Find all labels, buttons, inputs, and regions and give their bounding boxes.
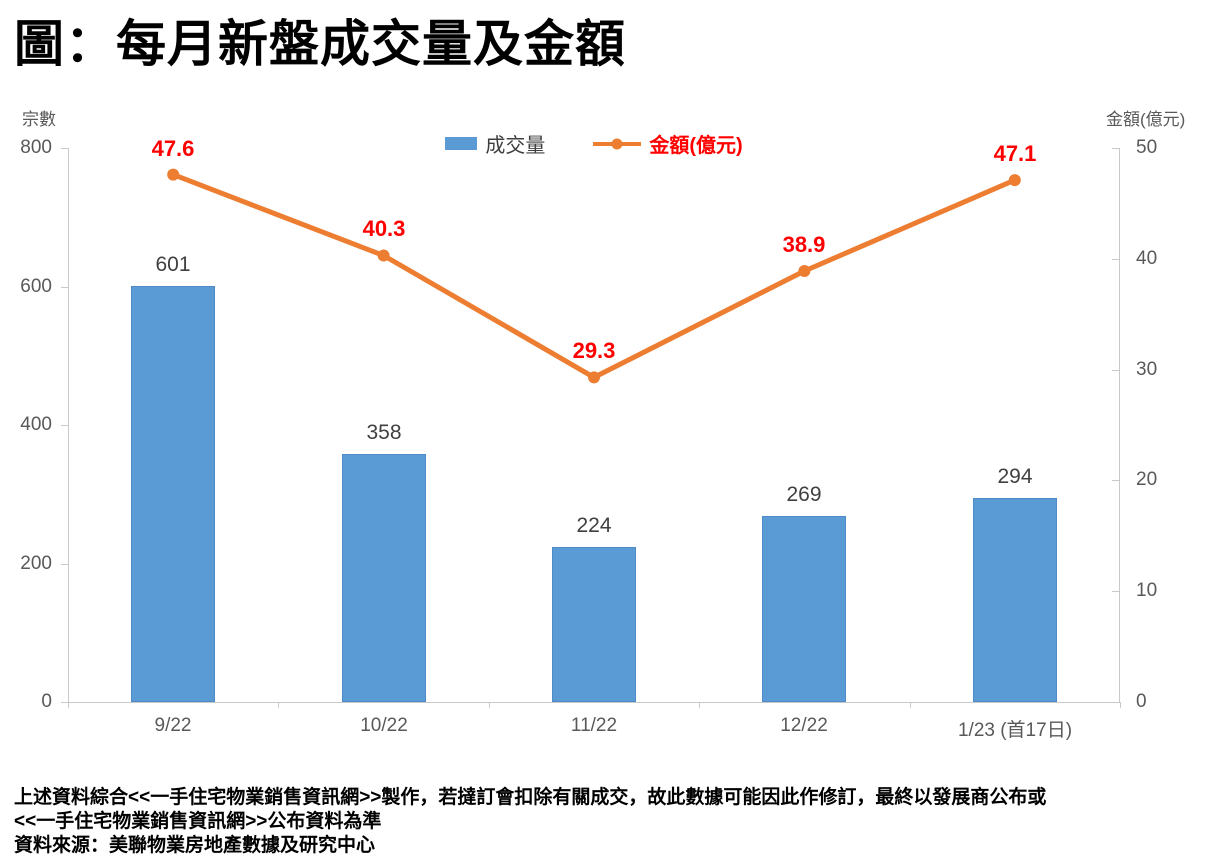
right-axis-tick-label: 50 bbox=[1136, 137, 1158, 158]
amount-line-series bbox=[167, 168, 1021, 384]
right-axis-tick-label: 40 bbox=[1136, 248, 1158, 269]
bar bbox=[762, 516, 846, 702]
left-axis-tick-label: 600 bbox=[20, 276, 52, 297]
footnote: 上述資料綜合<<一手住宅物業銷售資訊網>>製作，若撻訂會扣除有關成交，故此數據可… bbox=[14, 786, 1204, 858]
left-axis-tick-label: 0 bbox=[41, 691, 52, 712]
left-axis-tick bbox=[61, 425, 68, 426]
line-point-marker bbox=[377, 249, 390, 262]
bar bbox=[973, 498, 1057, 702]
x-axis-category-label: 10/22 bbox=[360, 715, 408, 736]
left-axis-line bbox=[68, 148, 69, 702]
x-axis-tick bbox=[699, 702, 700, 708]
bar bbox=[552, 547, 636, 702]
bar-value-label: 601 bbox=[155, 253, 191, 276]
left-axis-tick bbox=[61, 287, 68, 288]
footnote-line-1: 上述資料綜合<<一手住宅物業銷售資訊網>>製作，若撻訂會扣除有關成交，故此數據可… bbox=[14, 787, 1047, 808]
bar-value-label: 358 bbox=[366, 421, 402, 444]
right-axis-tick-label: 10 bbox=[1136, 580, 1158, 601]
left-axis-tick-label: 800 bbox=[20, 137, 52, 158]
right-axis-tick bbox=[1112, 702, 1120, 703]
x-axis-category-label: 12/22 bbox=[780, 715, 828, 736]
right-axis-tick-label: 0 bbox=[1136, 691, 1147, 712]
right-axis-tick bbox=[1112, 480, 1120, 481]
bar-value-label: 294 bbox=[997, 465, 1033, 488]
left-axis-tick bbox=[61, 702, 68, 703]
line-point-marker bbox=[167, 168, 180, 181]
x-axis-tick bbox=[1120, 702, 1121, 708]
right-axis-tick bbox=[1112, 370, 1120, 371]
left-axis-tick bbox=[61, 564, 68, 565]
footnote-line-2: <<一手住宅物業銷售資訊網>>公布資料為準 bbox=[14, 811, 382, 832]
bar-value-label: 269 bbox=[786, 483, 822, 506]
line-series-swatch-icon bbox=[593, 138, 642, 149]
x-axis-category-label: 9/22 bbox=[154, 715, 192, 736]
left-axis-tick-label: 400 bbox=[20, 414, 52, 435]
line-value-label: 40.3 bbox=[362, 216, 406, 241]
line-value-label: 29.3 bbox=[572, 338, 616, 363]
bar-value-label: 224 bbox=[576, 514, 612, 537]
x-axis-tick bbox=[910, 702, 911, 708]
line-point-marker bbox=[1008, 174, 1021, 187]
right-axis-tick-label: 20 bbox=[1136, 469, 1158, 490]
chart-plot-area: 601 9/22 358 10/22 224 11/22 269 12/22 294 1/23 (… bbox=[61, 136, 1121, 741]
line-value-label: 47.1 bbox=[993, 141, 1037, 166]
x-axis-tick bbox=[489, 702, 490, 708]
left-axis-tick-label: 200 bbox=[20, 553, 52, 574]
x-axis-category-label: 11/22 bbox=[570, 715, 618, 736]
right-axis-unit-label: 金額(億元) bbox=[1106, 110, 1186, 129]
bar bbox=[131, 286, 215, 702]
right-axis-tick bbox=[1112, 148, 1120, 149]
right-axis-tick bbox=[1112, 591, 1120, 592]
right-axis-line bbox=[1119, 148, 1120, 702]
x-axis-line bbox=[68, 702, 1120, 703]
left-axis-tick bbox=[61, 148, 68, 149]
legend-bar-label: 成交量 bbox=[485, 135, 546, 157]
line-point-marker bbox=[798, 265, 811, 277]
line-value-label: 47.6 bbox=[151, 136, 195, 161]
left-axis-unit-label: 宗數 bbox=[22, 110, 56, 129]
right-axis-tick bbox=[1112, 259, 1120, 260]
chart-legend: 成交量 金額(億元) bbox=[68, 129, 1120, 158]
page-title: 圖：每月新盤成交量及金額 bbox=[14, 16, 626, 72]
footnote-line-3: 資料來源：美聯物業房地產數據及研究中心 bbox=[14, 835, 376, 856]
bar bbox=[342, 454, 426, 702]
legend-item-bar-series: 成交量 bbox=[445, 129, 545, 158]
line-point-marker bbox=[588, 371, 600, 384]
line-value-label: 38.9 bbox=[782, 232, 826, 257]
x-axis-category-label: 1/23 (首17日) bbox=[957, 720, 1073, 741]
legend-line-label: 金額(億元) bbox=[649, 135, 743, 157]
bar-series-swatch-icon bbox=[445, 137, 478, 150]
right-axis-tick-label: 30 bbox=[1136, 359, 1158, 380]
x-axis-tick bbox=[68, 702, 69, 708]
legend-item-line-series: 金額(億元) bbox=[593, 129, 743, 158]
x-axis-tick bbox=[278, 702, 279, 708]
